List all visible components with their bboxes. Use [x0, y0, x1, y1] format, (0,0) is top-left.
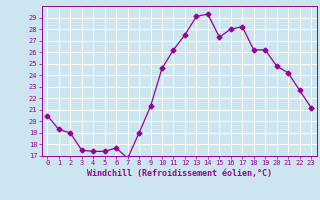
- X-axis label: Windchill (Refroidissement éolien,°C): Windchill (Refroidissement éolien,°C): [87, 169, 272, 178]
